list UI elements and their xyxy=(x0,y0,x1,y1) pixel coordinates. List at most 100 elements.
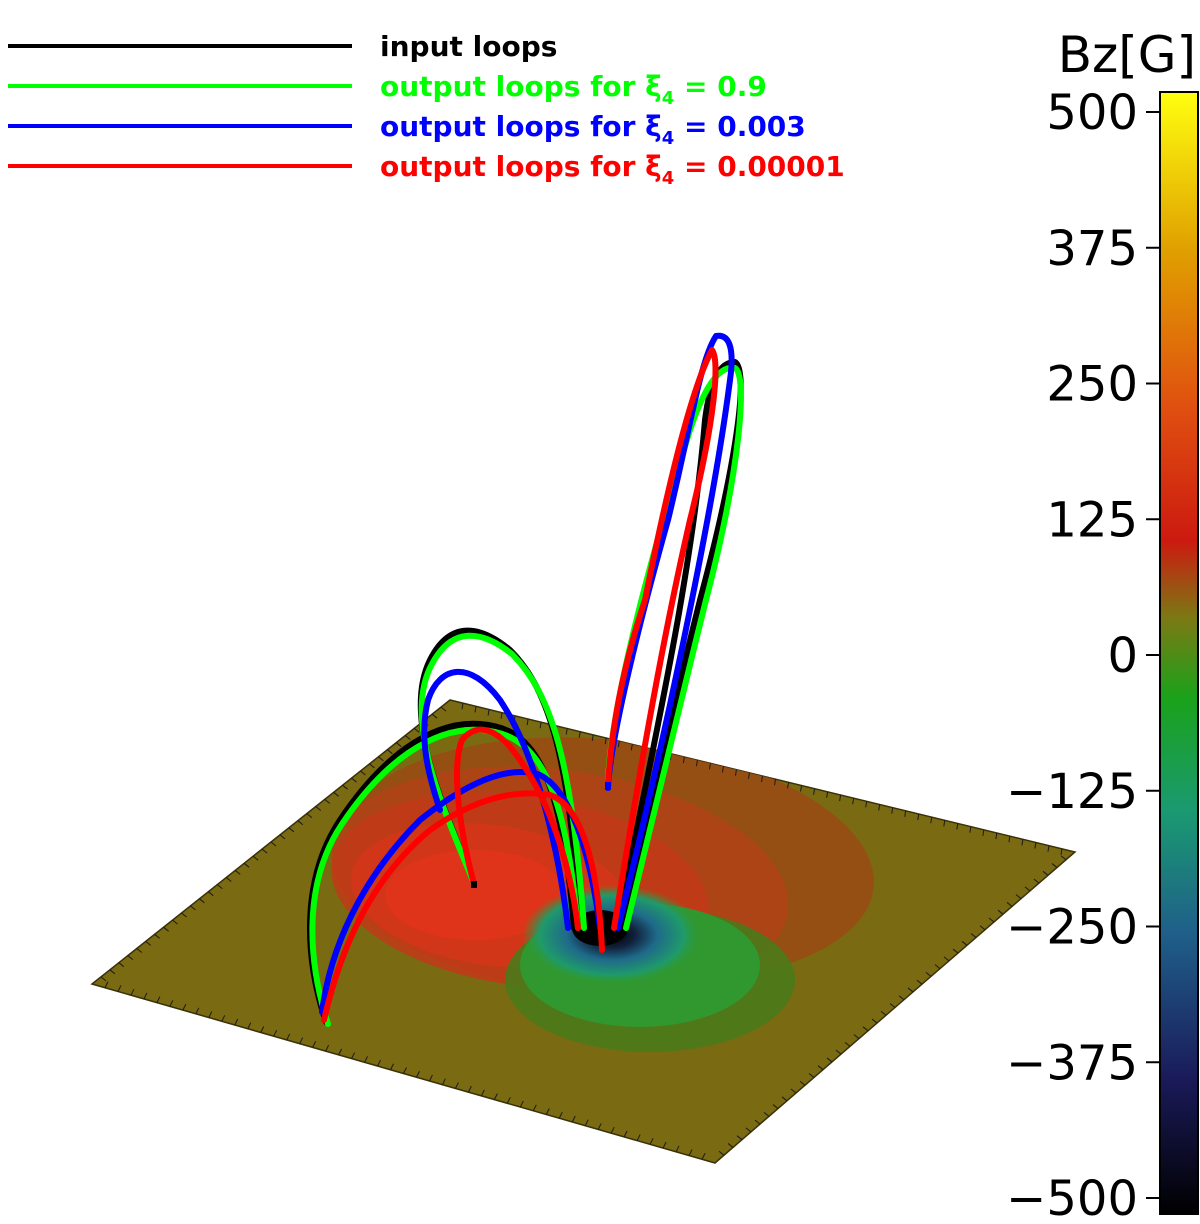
plane-tick xyxy=(934,964,941,970)
plane-tick xyxy=(252,855,259,861)
plane-tick xyxy=(333,791,339,797)
plane-tick xyxy=(127,955,134,960)
plane-tick xyxy=(1033,878,1040,884)
plane-tick xyxy=(878,804,881,811)
plane-tick xyxy=(130,988,135,996)
plane-tick xyxy=(817,1065,824,1071)
plane-tick xyxy=(360,770,366,776)
plane-tick xyxy=(487,709,490,716)
plane-tick xyxy=(416,1071,420,1078)
field-loops xyxy=(307,332,744,1027)
colorbar-tick-label: −250 xyxy=(1006,900,1138,956)
plane-tick xyxy=(299,1037,304,1044)
plane-tick xyxy=(826,791,829,798)
plane-tick xyxy=(338,1048,343,1056)
plane-tick xyxy=(781,1096,788,1102)
plane-tick xyxy=(208,1011,213,1018)
plane-tick xyxy=(1008,836,1011,843)
plane-tick xyxy=(261,848,268,854)
plane-tick xyxy=(104,981,109,988)
red-loop-3 xyxy=(605,347,719,931)
plane-tick xyxy=(1024,886,1031,892)
plane-tick xyxy=(956,823,959,830)
red-loop-2 xyxy=(454,726,581,931)
plane-tick xyxy=(1060,848,1063,855)
plane-tick xyxy=(351,777,357,783)
plane-tick xyxy=(865,801,868,808)
green-loop-3 xyxy=(605,364,744,931)
plane-tick xyxy=(688,1149,693,1156)
legend: input loops output loops for ξ4 = 0.9 ou… xyxy=(8,30,845,189)
legend-label-xi-0-003: output loops for ξ4 = 0.003 xyxy=(380,110,806,149)
plane-tick xyxy=(260,1026,265,1033)
plane-tick xyxy=(969,826,972,833)
plane-tick xyxy=(312,1041,317,1048)
plane-tick xyxy=(325,1044,330,1052)
plane-tick xyxy=(682,756,685,764)
plane-tick xyxy=(930,817,933,824)
plane-tick xyxy=(800,785,803,792)
plane-tick xyxy=(826,1057,833,1063)
plane-tick xyxy=(506,1097,511,1104)
plane-tick xyxy=(844,1041,851,1047)
red-loop-1 xyxy=(321,790,605,1023)
colorbar-tick-label: 375 xyxy=(1046,221,1138,277)
plane-tick xyxy=(369,763,375,769)
plane-tick xyxy=(675,1145,680,1153)
plane-tick xyxy=(288,827,295,833)
colorbar-tick-label: 0 xyxy=(1107,628,1138,684)
plane-tick xyxy=(297,820,304,826)
colorbar-ticks: 500 375 250 125 0 −125 −250 −375 −500 xyxy=(1006,85,1160,1224)
plane-tick xyxy=(649,1138,654,1145)
plane-tick xyxy=(467,1085,472,1093)
plane-tick xyxy=(199,898,205,904)
plane-tick xyxy=(917,813,920,821)
plane-tick xyxy=(454,1082,459,1089)
plane-tick xyxy=(721,766,724,773)
plane-tick xyxy=(754,1119,761,1125)
plane-tick xyxy=(136,948,143,953)
legend-label-xi-0-9: output loops for ξ4 = 0.9 xyxy=(380,70,767,109)
plane-tick xyxy=(961,940,968,946)
plane-tick xyxy=(216,884,223,889)
plane-tick xyxy=(118,962,125,968)
plane-tick xyxy=(662,1141,667,1149)
plane-tick xyxy=(943,956,950,962)
plane-tick xyxy=(234,1018,239,1026)
plane-tick xyxy=(904,810,907,817)
plane-tick xyxy=(790,1088,797,1094)
plane-tick xyxy=(181,912,187,918)
plane-tick xyxy=(623,1130,628,1138)
plane-tick xyxy=(270,841,277,847)
plane-tick xyxy=(988,917,995,923)
colorbar: Bz[G] 500 375 250 125 0 −125 −250 −375 −500 xyxy=(1006,26,1199,1224)
plane-tick xyxy=(736,1135,743,1141)
plane-tick xyxy=(413,728,420,733)
plane-tick xyxy=(1015,894,1022,900)
colorbar-tick-label: −500 xyxy=(1006,1171,1138,1224)
plane-tick xyxy=(808,1073,815,1078)
plane-tick xyxy=(500,712,503,719)
plane-tick xyxy=(145,941,152,946)
plane-tick xyxy=(774,779,777,786)
plane-tick xyxy=(440,706,447,712)
colorbar-tick-label: 125 xyxy=(1046,492,1138,548)
plane-tick xyxy=(403,1067,407,1074)
plane-tick xyxy=(734,769,737,776)
plane-tick xyxy=(474,706,477,713)
footpoint-marker xyxy=(605,782,611,790)
colorbar-tick-label: −375 xyxy=(1006,1035,1138,1091)
plane-tick xyxy=(839,794,842,802)
plane-tick xyxy=(247,1022,252,1029)
plane-tick xyxy=(636,1134,641,1141)
plane-tick xyxy=(597,1123,602,1130)
legend-entry-xi-0-003: output loops for ξ4 = 0.003 xyxy=(8,110,806,149)
plane-tick xyxy=(342,784,348,790)
plane-tick xyxy=(156,996,161,1003)
plane-tick xyxy=(891,807,894,814)
plane-tick xyxy=(745,1127,752,1133)
plane-tick xyxy=(889,1003,896,1008)
blue-loop-2 xyxy=(421,668,571,931)
plane-tick xyxy=(395,742,402,747)
colorbar-tick-label: −125 xyxy=(1006,764,1138,820)
